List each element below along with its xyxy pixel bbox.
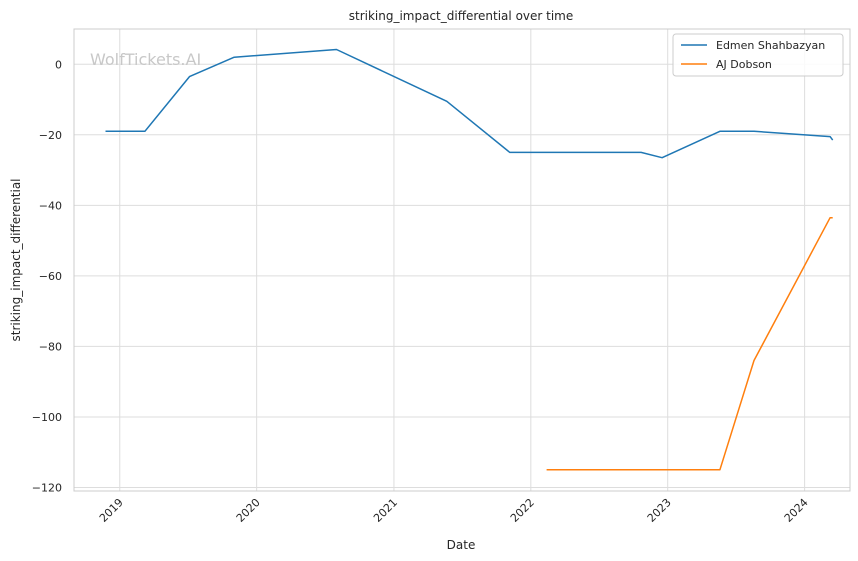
series-layer bbox=[105, 48, 834, 471]
y-tick-label: −100 bbox=[32, 411, 62, 424]
series-line-0 bbox=[105, 48, 834, 159]
y-axis-title: striking_impact_differential bbox=[9, 178, 23, 341]
y-tick-label: −60 bbox=[39, 270, 62, 283]
y-tick-labels: 0 −20 −40 −60 −80 −100 −120 bbox=[32, 58, 62, 494]
grid-layer bbox=[74, 29, 850, 491]
series-line-1 bbox=[546, 216, 833, 471]
y-tick-label: −20 bbox=[39, 129, 62, 142]
legend-box bbox=[672, 33, 844, 77]
legend-label: Edmen Shahbazyan bbox=[716, 39, 825, 52]
plot-frame bbox=[73, 28, 851, 492]
legend: Edmen Shahbazyan AJ Dobson bbox=[672, 33, 844, 77]
y-tick-label: −120 bbox=[32, 481, 62, 494]
chart-title: striking_impact_differential over time bbox=[349, 9, 574, 23]
y-tick-label: −80 bbox=[39, 340, 62, 353]
watermark-text: WolfTickets.AI bbox=[90, 50, 201, 69]
legend-label: AJ Dobson bbox=[716, 58, 772, 71]
y-tick-label: 0 bbox=[55, 58, 62, 71]
y-tick-label: −40 bbox=[39, 199, 62, 212]
x-axis-title: Date bbox=[447, 538, 476, 552]
